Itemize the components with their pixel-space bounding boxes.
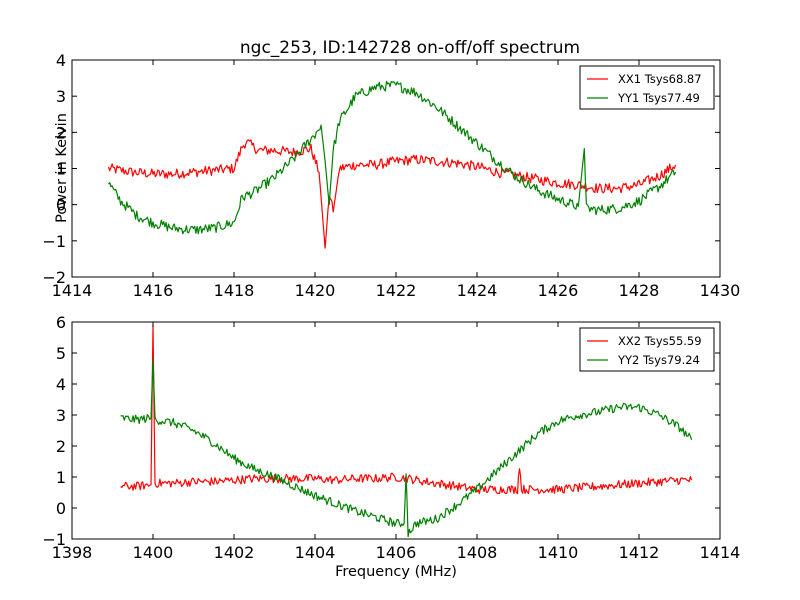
y-tick-label: 3: [56, 87, 66, 106]
legend-box: [579, 65, 715, 110]
x-tick-label: 1426: [538, 281, 579, 300]
x-tick-label: 1424: [457, 281, 498, 300]
legend: XX1 Tsys68.87 YY1 Tsys77.49: [579, 65, 715, 110]
x-tick-label: 1416: [133, 281, 174, 300]
y-tick-label: 4: [56, 51, 66, 70]
y-tick-label: −1: [42, 530, 66, 549]
x-tick-label: 1418: [214, 281, 255, 300]
y-tick-label: 1: [56, 468, 66, 487]
x-tick-label: 1410: [538, 543, 579, 562]
y-tick-label: −2: [42, 268, 66, 287]
x-tick-label: 1414: [52, 281, 93, 300]
x-tick-label: 1428: [619, 281, 660, 300]
y-tick-label: 0: [56, 499, 66, 518]
y-tick-label: 6: [56, 313, 66, 332]
x-tick-label: 1406: [376, 543, 417, 562]
x-tick-label: 1414: [700, 543, 741, 562]
chart-panel-2: 1398 1400 1402 1404 1406 1408 1410 1412 1414 −1 0 1…: [42, 313, 740, 562]
x-tick-label: 1422: [376, 281, 417, 300]
x-tick-label: 1412: [619, 543, 660, 562]
legend-entry: XX1 Tsys68.87: [618, 72, 702, 86]
x-tick-label: 1400: [133, 543, 174, 562]
legend-entry: YY2 Tsys79.24: [617, 353, 700, 367]
y-tick-label: 2: [56, 437, 66, 456]
legend: XX2 Tsys55.59 YY2 Tsys79.24: [579, 327, 715, 372]
legend-entry: YY1 Tsys77.49: [617, 91, 700, 105]
y-axis-label: Power in Kelvin: [54, 113, 70, 223]
y-tick-label: 0: [56, 196, 66, 215]
x-tick-label: 1398: [52, 543, 93, 562]
x-tick-label: 1402: [214, 543, 255, 562]
series-line-yy1: [108, 80, 677, 235]
x-tick-label: 1420: [295, 281, 336, 300]
y-tick-label: 5: [56, 344, 66, 363]
y-tick-label: −1: [42, 232, 66, 251]
y-tick-label: 3: [56, 406, 66, 425]
legend-entry: XX2 Tsys55.59: [618, 334, 702, 348]
x-axis-label: Frequency (MHz): [335, 564, 457, 580]
y-tick-label: 2: [56, 123, 66, 142]
x-tick-label: 1404: [295, 543, 336, 562]
y-tick-label: 4: [56, 375, 66, 394]
x-tick-label: 1408: [457, 543, 498, 562]
series-line-xx1: [107, 139, 677, 249]
chart-panel-1: 1414 1416 1418 1420 1422 1424 1426 1428 1430−2−1…: [42, 51, 740, 300]
x-tick-label: 1430: [700, 281, 741, 300]
y-tick-label: 1: [56, 160, 66, 179]
legend-box: [579, 327, 715, 372]
chart-title: ngc_253, ID:142728 on-off/off spectrum: [240, 38, 580, 58]
series-line-yy2: [120, 358, 693, 538]
